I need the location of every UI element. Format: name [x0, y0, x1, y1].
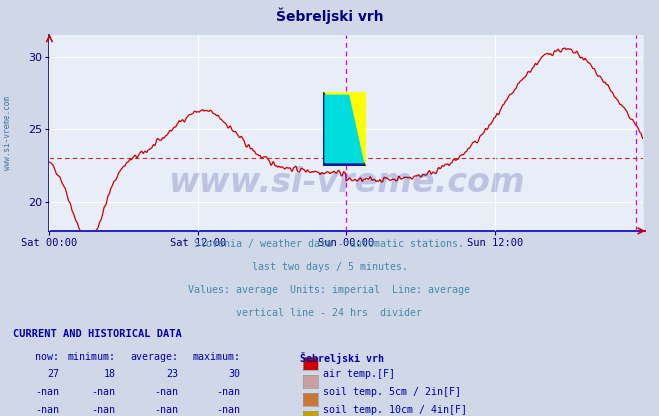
Text: vertical line - 24 hrs  divider: vertical line - 24 hrs divider: [237, 308, 422, 318]
Text: Slovenia / weather data - automatic stations.: Slovenia / weather data - automatic stat…: [194, 239, 465, 249]
Text: -nan: -nan: [92, 387, 115, 397]
Text: 23: 23: [166, 369, 178, 379]
Text: soil temp. 10cm / 4in[F]: soil temp. 10cm / 4in[F]: [323, 405, 467, 415]
Text: air temp.[F]: air temp.[F]: [323, 369, 395, 379]
Text: -nan: -nan: [154, 405, 178, 415]
Polygon shape: [323, 92, 366, 166]
Polygon shape: [325, 95, 364, 163]
Text: CURRENT AND HISTORICAL DATA: CURRENT AND HISTORICAL DATA: [13, 329, 182, 339]
Text: -nan: -nan: [92, 405, 115, 415]
Text: last two days / 5 minutes.: last two days / 5 minutes.: [252, 262, 407, 272]
Text: 27: 27: [47, 369, 59, 379]
Text: 18: 18: [103, 369, 115, 379]
Text: Values: average  Units: imperial  Line: average: Values: average Units: imperial Line: av…: [188, 285, 471, 295]
Text: www.si-vreme.com: www.si-vreme.com: [167, 166, 525, 198]
Text: maximum:: maximum:: [192, 352, 241, 362]
Text: www.si-vreme.com: www.si-vreme.com: [3, 96, 13, 170]
Text: Šebreljski vrh: Šebreljski vrh: [300, 352, 384, 364]
Text: -nan: -nan: [154, 387, 178, 397]
Text: minimum:: minimum:: [67, 352, 115, 362]
Text: -nan: -nan: [217, 387, 241, 397]
Text: Šebreljski vrh: Šebreljski vrh: [275, 7, 384, 24]
Text: now:: now:: [36, 352, 59, 362]
Text: -nan: -nan: [36, 405, 59, 415]
Text: -nan: -nan: [36, 387, 59, 397]
Text: -nan: -nan: [217, 405, 241, 415]
Text: average:: average:: [130, 352, 178, 362]
Text: 30: 30: [229, 369, 241, 379]
Polygon shape: [323, 92, 366, 166]
Text: soil temp. 5cm / 2in[F]: soil temp. 5cm / 2in[F]: [323, 387, 461, 397]
